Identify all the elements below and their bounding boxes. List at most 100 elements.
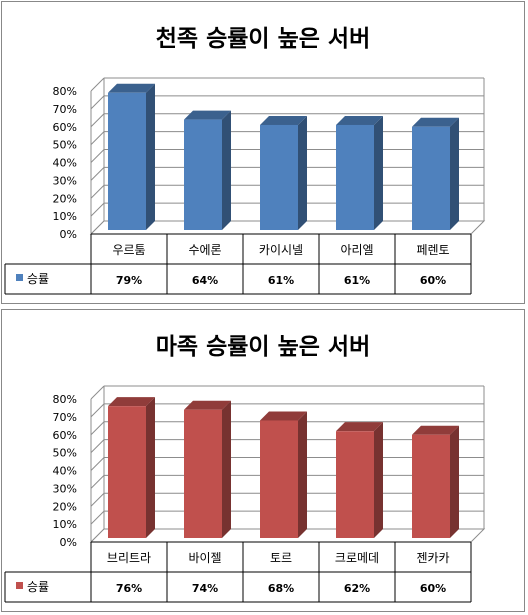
grid-diagonal — [90, 421, 105, 436]
bar-front — [412, 434, 450, 538]
data-label: 74% — [192, 582, 218, 595]
data-label: 61% — [344, 274, 370, 287]
bar-top — [184, 400, 231, 410]
bar-front — [108, 92, 146, 230]
bar-side — [298, 411, 307, 538]
chart-svg-demon: 마족 승률이 높은 서버 0% 10% 20% 30% 40% 50% 60% 70% 80% 브리… — [4, 334, 486, 603]
y-tick-label: 10% — [53, 210, 77, 223]
category-label: 브리트라 — [107, 551, 151, 565]
legend-label: 승률 — [27, 272, 49, 286]
y-tick-label: 50% — [53, 447, 77, 460]
y-tick-label: 20% — [53, 192, 77, 205]
data-label: 61% — [268, 274, 294, 287]
category-label: 수에론 — [188, 243, 221, 257]
bar-top — [412, 117, 459, 127]
bar — [336, 422, 383, 538]
bar-side — [298, 115, 307, 230]
bar-front — [108, 406, 146, 538]
category-label: 토르 — [270, 551, 292, 565]
category-label: 카이시넬 — [259, 243, 303, 257]
grid-diagonal — [90, 439, 105, 453]
bar-side — [374, 115, 383, 230]
bar-front — [336, 124, 374, 230]
grid-diagonal — [90, 184, 105, 199]
grid-diagonal — [90, 131, 105, 145]
chart-svg-heaven: 천족 승률이 높은 서버 0% 10% 20% 30% 40% 50% 60% 70% 80% 우르… — [4, 26, 486, 295]
bar-front — [336, 431, 374, 538]
y-tick-label: 60% — [53, 429, 77, 442]
bar-side — [222, 400, 231, 538]
data-label: 64% — [192, 274, 218, 287]
bar-top — [260, 115, 307, 125]
data-label: 79% — [116, 274, 142, 287]
bar-top — [108, 83, 155, 93]
bar — [184, 110, 231, 230]
bar-front — [260, 124, 298, 230]
y-tick-label: 30% — [53, 174, 77, 187]
chart-panel-heaven: 천족 승률이 높은 서버 0% 10% 20% 30% 40% 50% 60% 70% 80% 우르… — [1, 1, 525, 304]
bar-side — [146, 83, 155, 230]
category-label: 바이젤 — [188, 551, 221, 565]
grid-diagonal — [90, 113, 105, 128]
chart-panel-demon: 마족 승률이 높은 서버 0% 10% 20% 30% 40% 50% 60% 70% 80% 브리… — [1, 309, 525, 612]
grid-diagonal — [90, 510, 105, 525]
bar-front — [184, 119, 222, 230]
bar-side — [450, 117, 459, 230]
y-tick-label: 0% — [60, 228, 77, 241]
bar — [184, 400, 231, 538]
bar-top — [108, 397, 155, 407]
bar — [108, 397, 155, 538]
y-tick-label: 80% — [53, 85, 77, 98]
bar-top — [260, 411, 307, 421]
bar-top — [184, 110, 231, 120]
y-tick-label: 70% — [53, 411, 77, 424]
grid-diagonal — [90, 202, 105, 217]
legend-label: 승률 — [27, 580, 49, 594]
grid-diagonal — [90, 149, 105, 163]
bar — [336, 115, 383, 230]
bar-top — [336, 422, 383, 432]
y-tick-label: 40% — [53, 157, 77, 170]
grid-diagonal — [90, 167, 105, 181]
bar-side — [222, 110, 231, 230]
y-tick-label: 0% — [60, 536, 77, 549]
bar-side — [374, 422, 383, 538]
data-label: 60% — [420, 274, 446, 287]
y-tick-label: 60% — [53, 121, 77, 134]
category-label: 아리엘 — [340, 243, 373, 257]
y-tick-label: 10% — [53, 518, 77, 531]
y-tick-label: 80% — [53, 393, 77, 406]
bar-side — [450, 425, 459, 538]
bar — [412, 425, 459, 538]
data-label: 62% — [344, 582, 370, 595]
grid-diagonal — [90, 403, 105, 418]
bar — [412, 117, 459, 230]
grid-diagonal — [90, 385, 105, 400]
category-label: 우르툼 — [112, 243, 145, 257]
category-label: 젠카카 — [416, 551, 449, 565]
bar-top — [336, 115, 383, 125]
y-tick-label: 50% — [53, 139, 77, 152]
grid-diagonal — [90, 457, 105, 471]
legend-swatch — [16, 274, 23, 281]
data-label: 68% — [268, 582, 294, 595]
legend-swatch — [16, 582, 23, 589]
chart-title: 마족 승률이 높은 서버 — [156, 334, 370, 360]
grid-diagonal — [90, 492, 105, 507]
category-label: 페렌토 — [416, 243, 449, 257]
data-label: 76% — [116, 582, 142, 595]
y-tick-label: 30% — [53, 482, 77, 495]
grid-diagonal — [90, 475, 105, 489]
y-tick-label: 20% — [53, 500, 77, 513]
bar — [108, 83, 155, 230]
grid-diagonal — [90, 77, 105, 92]
category-label: 크로메데 — [335, 551, 379, 565]
bar-front — [260, 420, 298, 538]
bar-front — [184, 409, 222, 538]
bar — [260, 115, 307, 230]
chart-title: 천족 승률이 높은 서버 — [156, 26, 370, 52]
bar-top — [412, 425, 459, 435]
grid-diagonal — [90, 95, 105, 110]
y-tick-label: 70% — [53, 103, 77, 116]
bar-front — [412, 126, 450, 230]
